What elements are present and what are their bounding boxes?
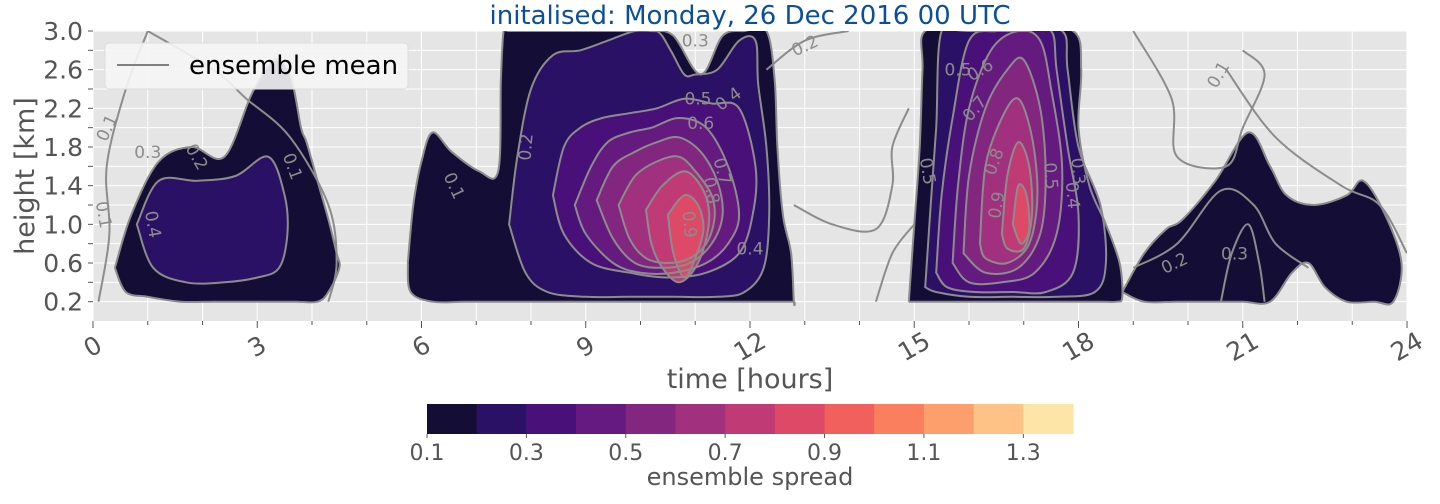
contour-label: 0.3 xyxy=(682,32,709,52)
colorbar-segment xyxy=(476,404,527,434)
contour-label: 0.5 xyxy=(915,156,939,186)
mean-contour-line xyxy=(907,31,1124,304)
y-tick-label: 1.4 xyxy=(43,172,83,201)
contour-label: 0.5 xyxy=(945,61,972,81)
contour-label: 0.9 xyxy=(985,190,1009,220)
x-tick-label: 6 xyxy=(407,330,435,363)
mean-contour-line xyxy=(595,135,724,269)
contour-label: 0.4 xyxy=(1061,181,1083,210)
mean-contour-line xyxy=(924,31,1108,299)
mean-contour-line xyxy=(1132,31,1266,170)
x-axis-label: time [hours] xyxy=(667,364,834,395)
mean-contour-line xyxy=(617,155,716,265)
x-tick-label: 3 xyxy=(243,330,271,363)
y-tick-label: 3.0 xyxy=(43,17,83,46)
contour-label: 0.8 xyxy=(698,176,722,206)
legend-box xyxy=(104,42,409,90)
contour-label: 0.3 xyxy=(1221,244,1248,264)
mean-contour-line xyxy=(1121,131,1403,306)
y-tick-label: 1.0 xyxy=(43,210,83,239)
contour-label: 0.1 xyxy=(91,200,115,230)
colorbar-tick-label: 0.3 xyxy=(509,441,544,466)
contour-label: 0.4 xyxy=(140,209,164,239)
colorbar-tick-label: 1.1 xyxy=(906,441,941,466)
x-tick-label: 12 xyxy=(729,326,771,367)
colorbar-tick-label: 0.9 xyxy=(807,441,842,466)
mean-contour-line xyxy=(765,31,849,71)
mean-contour-line xyxy=(135,155,289,285)
spread-blob-1 xyxy=(114,58,341,303)
x-tick-label: 0 xyxy=(79,330,107,363)
y-tick-label: 0.2 xyxy=(43,288,83,317)
colorbar-label: ensemble spread xyxy=(647,463,854,491)
mean-contour-line xyxy=(1219,223,1266,302)
mean-contour-line xyxy=(666,194,705,279)
mean-contour-line xyxy=(1225,69,1407,254)
x-tick-label: 24 xyxy=(1386,326,1428,367)
legend-entry-ensemble-mean: ensemble mean xyxy=(189,51,398,81)
colorbar-tick-label: 0.1 xyxy=(410,441,445,466)
colorbar-segment xyxy=(874,404,925,434)
colorbar-segment xyxy=(427,404,478,434)
colorbar-segment xyxy=(675,404,726,434)
x-tick-label: 21 xyxy=(1221,326,1263,367)
chart-title: initalised: Monday, 26 Dec 2016 00 UTC xyxy=(490,1,1011,31)
mean-contour-line xyxy=(508,31,771,299)
mean-contour-line xyxy=(962,56,1047,275)
y-axis-label: height [km] xyxy=(10,97,41,255)
mean-contour-line xyxy=(406,31,796,307)
contour-label: 0.3 xyxy=(1066,157,1088,186)
colorbar-tick-label: 1.3 xyxy=(1006,441,1041,466)
mean-contour-line xyxy=(874,223,916,303)
legend: ensemble mean xyxy=(104,42,409,90)
colorbar-segment xyxy=(923,404,975,434)
x-tick-label: 15 xyxy=(893,326,935,367)
y-axis: 0.2 0.6 1.0 1.4 1.8 2.2 2.6 3.0 xyxy=(43,17,93,317)
y-tick-label: 2.6 xyxy=(43,56,83,85)
contour-label: 0.5 xyxy=(1039,162,1061,191)
y-tick-label: 2.2 xyxy=(43,94,83,123)
colorbar-segment xyxy=(824,404,875,434)
mean-contour-line xyxy=(1011,183,1031,245)
mean-contour-line xyxy=(551,97,758,279)
contour-label: 0.5 xyxy=(684,90,711,110)
y-tick-label: 0.6 xyxy=(43,249,83,278)
mean-contour-line xyxy=(1132,187,1309,269)
x-tick-label: 18 xyxy=(1057,326,1099,367)
mean-contour-line xyxy=(951,31,1064,286)
colorbar-segment xyxy=(774,404,826,434)
mean-contour-line xyxy=(935,31,1080,295)
contour-label: 0.3 xyxy=(134,143,161,163)
colorbar-segment xyxy=(625,404,676,434)
colorbar-segment xyxy=(526,404,577,434)
mean-contour-line xyxy=(978,97,1039,265)
colorbar-segment xyxy=(973,404,1024,434)
mean-contour-line xyxy=(113,58,341,304)
contour-label: 0.4 xyxy=(736,240,763,260)
colorbar-segment xyxy=(576,404,627,434)
mean-contour-line xyxy=(1000,141,1034,253)
contour-label: 0.2 xyxy=(515,133,537,162)
x-tick-label: 9 xyxy=(571,330,599,363)
colorbar-tick-label: 0.7 xyxy=(708,441,743,466)
mean-contour-line xyxy=(644,170,711,284)
mean-contour-line xyxy=(793,107,910,233)
contour-label: 0.9 xyxy=(678,210,700,239)
y-tick-label: 1.8 xyxy=(43,133,83,162)
colorbar-segment xyxy=(725,404,776,434)
colorbar: 0.1 0.3 0.5 0.7 0.9 1.1 1.3 xyxy=(410,404,1074,466)
mean-contour-line xyxy=(573,116,741,275)
x-axis: 0 3 6 9 12 15 18 21 24 xyxy=(79,321,1428,367)
colorbar-tick-label: 0.5 xyxy=(608,441,643,466)
colorbar-segment xyxy=(1023,404,1074,434)
contour-label: 0.6 xyxy=(687,114,714,134)
